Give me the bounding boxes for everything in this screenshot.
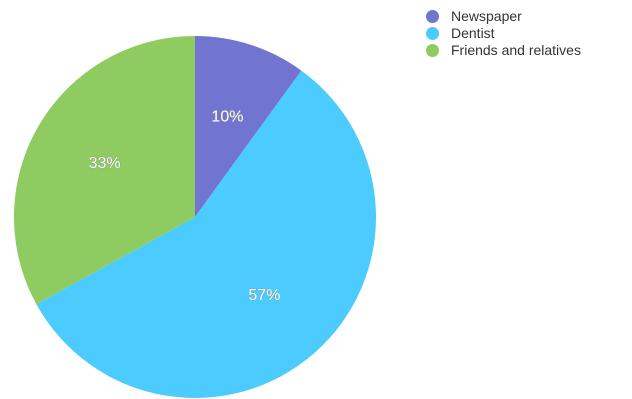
legend-swatch xyxy=(426,27,439,40)
slice-label-dentist: 57% xyxy=(248,287,280,304)
pie-slice-newspaper xyxy=(195,36,302,217)
pie-slices xyxy=(13,36,376,398)
slice-label-newspaper: 10% xyxy=(211,108,243,125)
legend-swatch xyxy=(426,10,439,23)
legend-item-dentist: Dentist xyxy=(426,25,581,42)
legend-label: Dentist xyxy=(451,25,495,41)
legend-label: Newspaper xyxy=(451,8,522,24)
pie-slice-labels: 10% 57% 33% xyxy=(88,108,280,304)
pie-slice-friends-and-relatives xyxy=(13,36,195,305)
chart-legend: Newspaper Dentist Friends and relatives xyxy=(426,8,581,59)
legend-item-friends-and-relatives: Friends and relatives xyxy=(426,42,581,59)
legend-item-newspaper: Newspaper xyxy=(426,8,581,25)
legend-label: Friends and relatives xyxy=(451,42,581,58)
legend-swatch xyxy=(426,44,439,57)
pie-slice-dentist xyxy=(36,70,376,398)
slice-label-friends-and-relatives: 33% xyxy=(89,155,121,172)
